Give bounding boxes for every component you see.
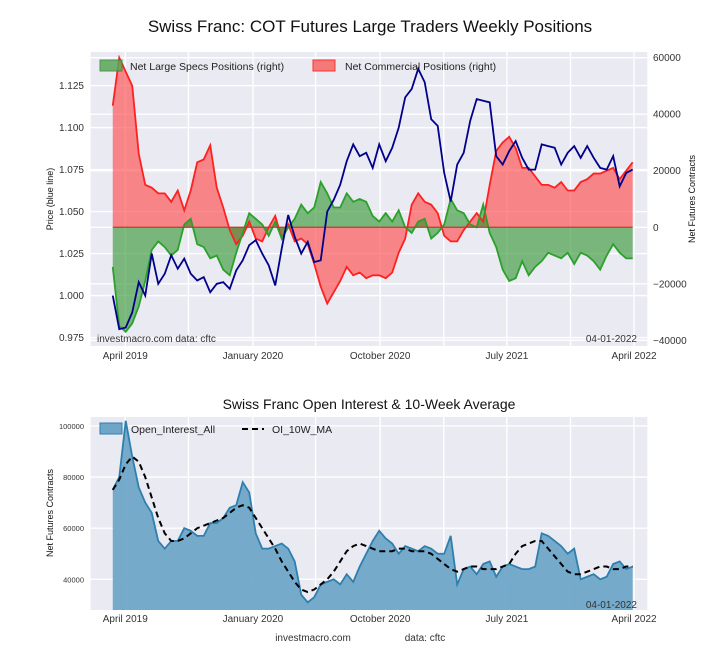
top-right-tick-label: −40000	[653, 336, 687, 347]
top-left-tick-label: 1.075	[59, 165, 84, 176]
bottom-x-tick-label: July 2021	[485, 614, 528, 625]
top-fills	[112, 57, 633, 332]
top-legend: Net Large Specs Positions (right) Net Co…	[99, 59, 496, 73]
bottom-date-annotation: 04-01-2022	[586, 600, 638, 611]
bottom-legend: Open_Interest_All OI_10W_MA	[99, 422, 332, 436]
top-x-axis: April 2019 January 2020 October 2020 July 2…	[103, 351, 657, 362]
top-lines	[111, 54, 634, 334]
top-right-tick-label: −20000	[653, 279, 687, 290]
bottom-x-tick-label: April 2022	[612, 614, 657, 625]
top-left-tick-label: 1.100	[59, 123, 84, 134]
top-right-axis-label: Net Futures Contracts	[687, 154, 697, 243]
footer-site: investmacro.com	[275, 633, 351, 644]
legend-label-open-interest: Open_Interest_All	[131, 424, 215, 436]
top-left-tick-label: 1.050	[59, 207, 84, 218]
bottom-y-tick-label: 60000	[63, 524, 84, 533]
legend-swatch-commercial	[312, 59, 336, 72]
top-left-tick-label: 1.025	[59, 249, 84, 260]
top-left-tick-label: 1.000	[59, 291, 84, 302]
top-date-annotation: 04-01-2022	[586, 334, 638, 345]
bottom-x-axis: April 2019 January 2020 October 2020 July 2…	[103, 614, 657, 625]
specs-line	[111, 179, 633, 334]
top-chart-title: Swiss Franc: COT Futures Large Traders W…	[148, 17, 592, 36]
top-source-annotation: investmacro.com data: cftc	[97, 334, 216, 345]
footer-data-source: data: cftc	[405, 633, 446, 644]
bottom-chart-title: Swiss Franc Open Interest & 10-Week Aver…	[223, 396, 516, 412]
top-right-tick-label: 20000	[653, 166, 681, 177]
bottom-y-tick-label: 40000	[63, 575, 84, 584]
top-right-tick-label: 0	[653, 223, 659, 234]
top-left-axis-label: Price (blue line)	[45, 168, 55, 231]
price-line	[111, 66, 634, 331]
top-left-tick-label: 0.975	[59, 333, 84, 344]
top-x-tick-label: April 2022	[612, 351, 657, 362]
commercial-area	[112, 57, 633, 304]
open-interest-line	[111, 420, 634, 604]
bottom-y-axis-label: Net Futures Contracts	[45, 468, 55, 557]
bottom-y-tick-label: 80000	[63, 473, 84, 482]
bottom-x-tick-label: April 2019	[103, 614, 148, 625]
legend-label-ma: OI_10W_MA	[272, 424, 332, 436]
top-x-tick-label: January 2020	[223, 351, 284, 362]
legend-label-commercial: Net Commercial Positions (right)	[345, 61, 496, 73]
open-interest-area	[112, 420, 633, 610]
top-x-tick-label: October 2020	[350, 351, 411, 362]
top-right-axis: −40000 −20000 0 20000 40000 60000	[653, 53, 687, 347]
commercial-line	[111, 54, 634, 306]
bottom-series	[111, 420, 634, 610]
bottom-y-axis: 40000 60000 80000 100000	[59, 422, 84, 584]
oi-10w-ma-line	[111, 455, 633, 594]
legend-swatch-open-interest	[99, 422, 123, 435]
top-left-tick-label: 1.125	[59, 81, 84, 92]
top-left-axis: 0.975 1.000 1.025 1.050 1.075 1.100 1.125	[59, 81, 84, 344]
top-right-tick-label: 40000	[653, 110, 681, 121]
bottom-x-tick-label: October 2020	[350, 614, 411, 625]
top-x-tick-label: April 2019	[103, 351, 148, 362]
bottom-x-tick-label: January 2020	[223, 614, 284, 625]
bottom-y-tick-label: 100000	[59, 422, 84, 431]
top-x-tick-label: July 2021	[485, 351, 528, 362]
legend-label-specs: Net Large Specs Positions (right)	[130, 61, 284, 73]
legend-swatch-specs	[99, 59, 123, 72]
specs-area	[112, 182, 633, 332]
top-right-tick-label: 60000	[653, 53, 681, 64]
